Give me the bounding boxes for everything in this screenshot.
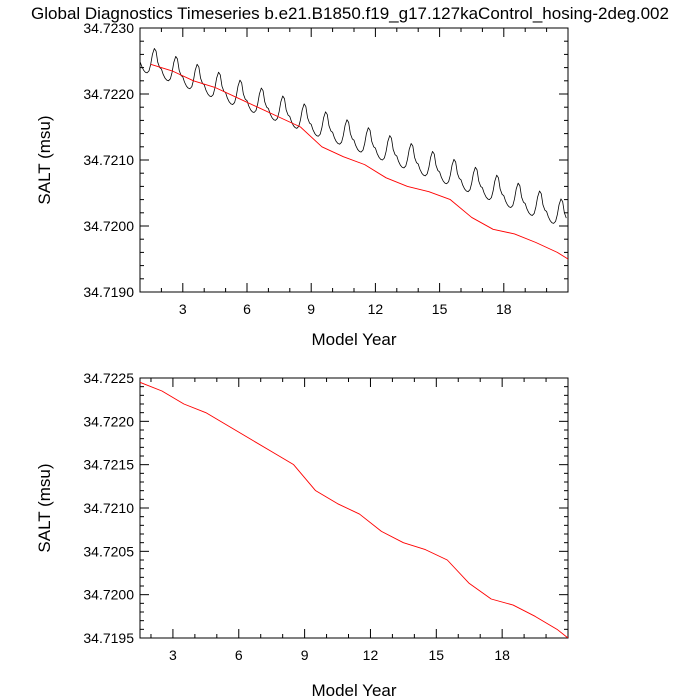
y-tick-label: 34.7205 xyxy=(83,543,134,559)
x-axis-label: Model Year xyxy=(311,330,396,349)
plot-frame xyxy=(139,377,569,639)
y-axis-label: SALT (msu) xyxy=(35,115,54,204)
y-tick-label: 34.7195 xyxy=(83,630,134,646)
x-axis-label: Model Year xyxy=(311,681,396,700)
top-panel: 3 6 9 12 15 18 34.7190 34.7200 34.7210 34.7220 34.… xyxy=(35,20,569,349)
x-tick-label: 18 xyxy=(496,301,512,317)
x-tick-label: 18 xyxy=(494,647,510,663)
bottom-panel: 3 6 9 12 15 18 34.7195 34.7200 34.7205 34.7210 34.… xyxy=(35,370,569,700)
y-tick-label: 34.7210 xyxy=(83,152,134,168)
x-tick-label: 15 xyxy=(429,647,445,663)
y-tick-label: 34.7230 xyxy=(83,20,134,36)
x-tick-label: 6 xyxy=(235,647,243,663)
plot-frame xyxy=(139,27,569,293)
y-axis-label: SALT (msu) xyxy=(35,463,54,552)
y-tick-label: 34.7210 xyxy=(83,500,134,516)
y-tick-label: 34.7220 xyxy=(83,86,134,102)
x-tick-label: 15 xyxy=(432,301,448,317)
x-tick-label: 9 xyxy=(307,301,315,317)
x-tick-label: 9 xyxy=(301,647,309,663)
series-line-monthly xyxy=(140,48,567,224)
y-tick-label: 34.7215 xyxy=(83,457,134,473)
figure-title: Global Diagnostics Timeseries b.e21.B185… xyxy=(31,4,669,23)
y-tick-label: 34.7200 xyxy=(83,587,134,603)
x-tick-label: 3 xyxy=(169,647,177,663)
x-tick-label: 12 xyxy=(363,647,379,663)
x-tick-label: 12 xyxy=(368,301,384,317)
series-line-annual xyxy=(140,381,568,638)
y-tick-label: 34.7225 xyxy=(83,370,134,386)
y-tick-label: 34.7220 xyxy=(83,413,134,429)
series-line-annual xyxy=(150,63,568,260)
x-tick-label: 6 xyxy=(243,301,251,317)
y-tick-label: 34.7190 xyxy=(83,284,134,300)
x-tick-label: 3 xyxy=(179,301,187,317)
y-tick-label: 34.7200 xyxy=(83,218,134,234)
